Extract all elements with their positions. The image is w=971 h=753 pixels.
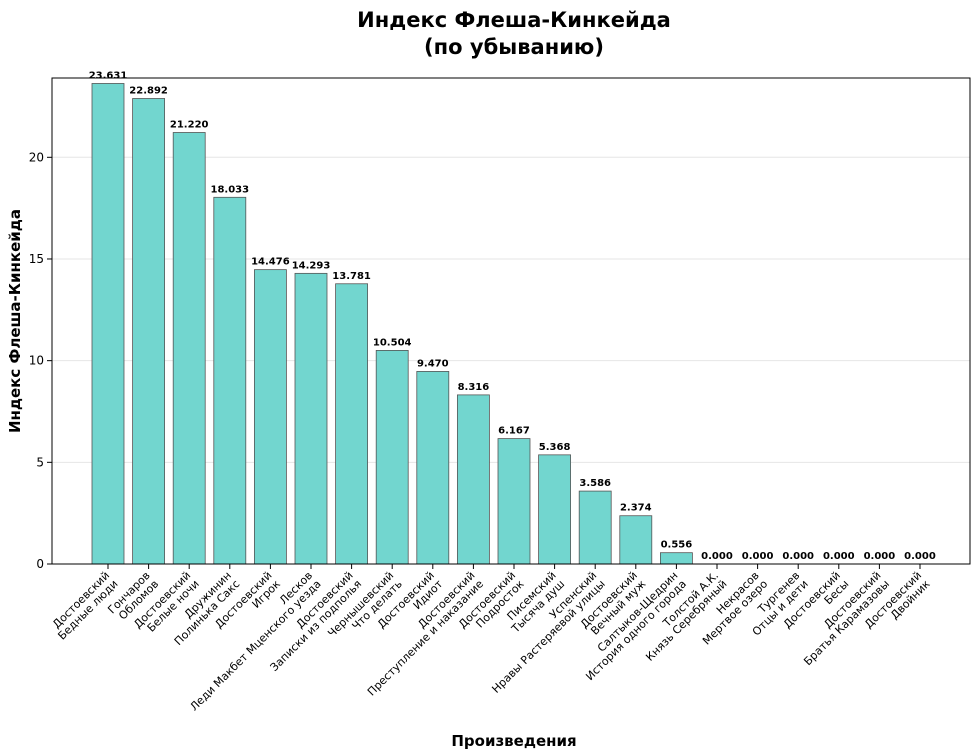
chart-title-line1: Индекс Флеша-Кинкейда (357, 8, 671, 32)
data-label: 0.000 (742, 551, 774, 562)
data-label: 0.000 (904, 551, 936, 562)
data-label: 8.316 (458, 382, 490, 393)
data-label: 21.220 (170, 119, 209, 130)
data-label: 9.470 (417, 358, 449, 369)
bar (132, 98, 166, 565)
data-label: 10.504 (373, 337, 412, 348)
x-axis-label: Произведения (451, 732, 576, 750)
bar (213, 196, 247, 565)
y-tick-label: 10 (29, 354, 44, 368)
bar (253, 269, 287, 565)
data-label: 18.033 (211, 184, 250, 195)
y-axis-label: Индекс Флеша-Кинкейда (6, 209, 24, 433)
bar (91, 83, 125, 565)
bars (91, 83, 693, 565)
y-axis-ticks: 0 5 10 15 20 (29, 150, 52, 571)
bar (497, 438, 531, 565)
chart-title-line2: (по убыванию) (424, 35, 604, 59)
data-label: 0.000 (864, 551, 896, 562)
data-label: 14.476 (251, 257, 290, 268)
bar (578, 490, 612, 565)
data-label: 2.374 (620, 503, 652, 514)
plot-area-frame (51, 77, 971, 565)
y-tick-label: 20 (29, 150, 44, 164)
data-label: 0.000 (823, 551, 855, 562)
data-label: 14.293 (292, 260, 331, 271)
data-label: 22.892 (129, 85, 168, 96)
bar (375, 350, 409, 565)
y-tick-label: 5 (36, 455, 44, 469)
bar (660, 552, 693, 565)
bar (619, 515, 653, 565)
bar (538, 454, 571, 565)
bar (335, 283, 369, 565)
data-label: 23.631 (89, 70, 128, 81)
bar (416, 371, 450, 565)
bar (172, 132, 206, 565)
data-label: 3.586 (579, 478, 611, 489)
data-label: 5.368 (539, 442, 571, 453)
data-label: 0.000 (701, 551, 733, 562)
data-label: 0.556 (661, 540, 693, 551)
y-tick-label: 15 (29, 252, 44, 266)
bar (294, 272, 328, 565)
data-label: 6.167 (498, 426, 530, 437)
data-label: 13.781 (332, 271, 371, 282)
bar (456, 394, 490, 565)
y-tick-label: 0 (36, 557, 44, 571)
data-label: 0.000 (782, 551, 814, 562)
